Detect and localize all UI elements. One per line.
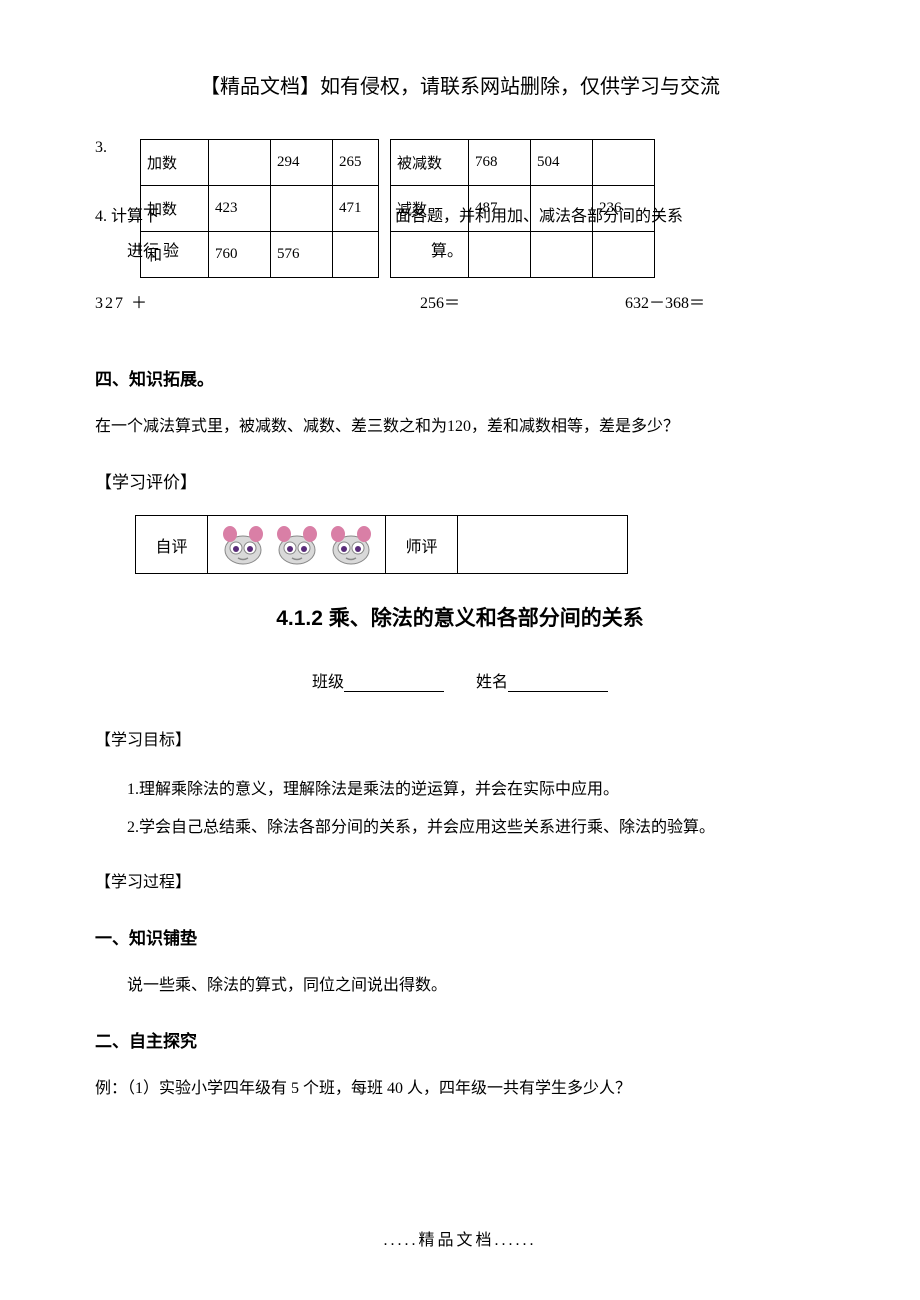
teacher-eval-label: 师评 [386,516,458,574]
page-footer: .....精品文档...... [0,1226,920,1250]
section-1-body: 说一些乘、除法的算式，同位之间说出得数。 [95,971,825,1001]
class-name-row: 班级 姓名 [95,668,825,692]
section-4-title: 四、知识拓展。 [95,365,825,390]
table-cell: 加数 [141,140,209,186]
equation-256: 256＝ [420,289,460,313]
table-cell: 471 [333,186,379,232]
face-icon [272,524,322,566]
q4-text-left: 4. 计算下 进行 验 [95,199,179,269]
face-icon [218,524,268,566]
table-cell [209,140,271,186]
face-icon [326,524,376,566]
teacher-eval-cell [458,516,628,574]
page-header: 【精品文档】如有侵权，请联系网站删除，仅供学习与交流 [95,70,825,99]
table-cell: 294 [271,140,333,186]
table-cell [333,232,379,278]
q4-wrap-r1: 面各题，并利用加、减法各部分间的关系 [395,199,683,234]
example-text: 例：（1）实验小学四年级有 5 个班，每班 40 人，四年级一共有学生多少人？ [95,1074,825,1104]
self-eval-faces [208,516,386,574]
table-cell: 768 [469,140,531,186]
q4-text-right: 面各题，并利用加、减法各部分间的关系 算。 [395,199,683,269]
process-label: 【学习过程】 [95,868,825,898]
class-label: 班级 [312,674,344,691]
equation-632: 632－368＝ [625,289,705,313]
table-cell: 760 [209,232,271,278]
question-3-4-block: 3. 加数 294 265 加数 423 471 和 760 576 被减数 7… [95,139,825,339]
table-cell: 576 [271,232,333,278]
table-cell [593,140,655,186]
table-cell: 265 [333,140,379,186]
name-label: 姓名 [476,674,508,691]
evaluation-table: 自评 [135,515,628,574]
goal-2: 2.学会自己总结乘、除法各部分间的关系，并会应用这些关系进行乘、除法的验算。 [95,813,825,843]
section-4-body: 在一个减法算式里，被减数、减数、差三数之和为120，差和减数相等，差是多少？ [95,412,825,442]
table-cell: 504 [531,140,593,186]
name-blank [508,678,608,692]
equation-327: 327 ＋ [95,289,149,313]
q4-line2: 进行 验 [95,234,179,269]
table-cell: 被减数 [391,140,469,186]
eval-label: 【学习评价】 [95,468,825,493]
goal-1: 1.理解乘除法的意义，理解除法是乘法的逆运算，并会在实际中应用。 [95,775,825,805]
self-eval-label: 自评 [136,516,208,574]
q4-line1: 4. 计算下 [95,199,179,234]
class-blank [344,678,444,692]
lesson-title: 4.1.2 乘、除法的意义和各部分间的关系 [95,602,825,632]
section-1-title: 一、知识铺垫 [95,924,825,949]
goals-label: 【学习目标】 [95,726,825,756]
section-2-title: 二、自主探究 [95,1027,825,1052]
table-cell: 423 [209,186,271,232]
q3-label: 3. [95,139,107,157]
q4-wrap-r2: 算。 [395,234,683,269]
table-cell [271,186,333,232]
